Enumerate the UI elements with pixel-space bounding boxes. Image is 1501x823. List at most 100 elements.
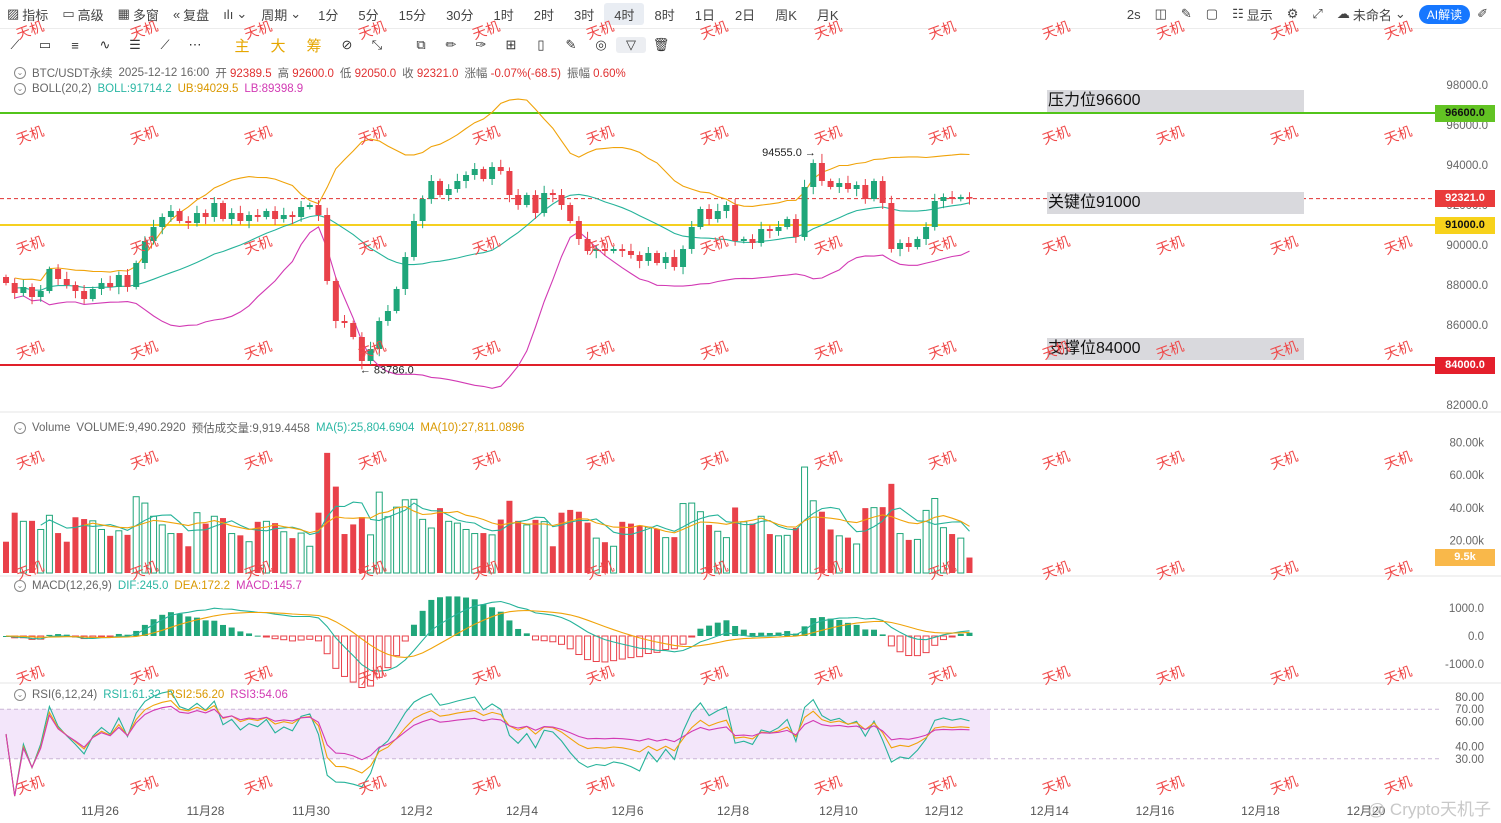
copy-icon[interactable]: ⧉	[416, 37, 426, 52]
period-tab-8[interactable]: 8时	[654, 7, 675, 23]
macd-histogram-bar	[549, 635, 557, 643]
key-level-annotation[interactable]: 关键位91000	[1047, 192, 1304, 214]
rectangle-icon[interactable]: ▭	[38, 37, 52, 52]
parallel-lines-icon[interactable]: ≡	[71, 37, 79, 53]
period-tab-11[interactable]: 周K	[775, 7, 797, 23]
collapse-icon[interactable]: ⌄	[14, 67, 26, 79]
candle-body	[844, 183, 851, 189]
candle-body	[523, 195, 530, 205]
candle-body	[20, 287, 27, 293]
macd-histogram-bar	[506, 620, 513, 636]
time-axis-tick: 11月30	[292, 804, 330, 818]
period-tab-5[interactable]: 2时	[533, 7, 555, 23]
candle-body	[46, 269, 53, 291]
advanced-button[interactable]: ▭ 高级	[62, 6, 104, 23]
candle-body	[558, 195, 565, 205]
candle-body	[871, 181, 877, 199]
trash-icon[interactable]: 🗑	[652, 37, 670, 52]
period-tab-0[interactable]: 1分	[318, 7, 339, 23]
candle-body	[940, 197, 947, 201]
ruler-icon[interactable]: ⊞	[505, 37, 517, 52]
chip-distribution-toggle[interactable]: 筹	[306, 37, 322, 55]
multi-window-button[interactable]: ▦ 多窗	[117, 6, 159, 23]
volume-bar	[679, 503, 687, 574]
period-tab-10[interactable]: 2日	[734, 7, 756, 23]
magnet-icon[interactable]: ⊘	[341, 37, 353, 52]
volume-bar	[289, 538, 296, 573]
period-tab-6[interactable]: 3时	[574, 7, 595, 23]
collapse-icon[interactable]: ⌄	[14, 689, 26, 701]
candle-body	[532, 195, 539, 213]
candle-body	[766, 229, 773, 231]
macd-histogram-bar	[185, 616, 192, 636]
macd-histogram-bar	[610, 635, 618, 662]
display-button[interactable]: ☷ 显示	[1232, 6, 1273, 23]
main-chart-toggle[interactable]: 主	[234, 37, 250, 55]
volume-bar	[601, 542, 608, 573]
macd-dea-line	[5, 609, 970, 658]
volume-bar	[297, 532, 305, 574]
macd-histogram-bar	[662, 635, 670, 651]
ray-icon[interactable]: ⟋	[160, 37, 170, 52]
eye-icon[interactable]: ◎	[595, 37, 607, 52]
candle-body	[818, 163, 825, 181]
note-icon[interactable]: ✎	[565, 37, 577, 52]
edit-icon[interactable]: ✐	[1477, 6, 1488, 21]
period-tab-1[interactable]: 5分	[358, 7, 379, 23]
layout-button[interactable]: ☁ 未命名 ⌄	[1336, 6, 1406, 23]
more-icon[interactable]: ⋯	[188, 37, 202, 52]
time-axis-tick: 12月12	[925, 804, 964, 818]
camera-icon[interactable]: ◫	[1154, 6, 1167, 21]
period-tab-9[interactable]: 1日	[694, 7, 715, 23]
brush-icon[interactable]: ✏	[445, 37, 457, 52]
trend-line-icon[interactable]: ⟋	[10, 37, 20, 52]
collapse-icon[interactable]: ⌄	[14, 580, 26, 592]
collapse-icon[interactable]: ⌄	[14, 83, 26, 95]
candle-body	[220, 203, 226, 219]
marker-icon[interactable]: ✑	[475, 37, 487, 52]
period-menu-button[interactable]: 周期 ⌄	[261, 6, 302, 23]
volume-bar	[549, 546, 556, 573]
candle-body	[350, 323, 357, 337]
period-tab-2[interactable]: 15分	[398, 7, 427, 23]
candle-body	[749, 239, 756, 243]
lock-icon[interactable]: ▯	[537, 37, 545, 52]
period-tab-7[interactable]: 4时	[604, 3, 645, 25]
support-annotation[interactable]: 支撑位84000	[1047, 338, 1304, 360]
fibonacci-icon[interactable]: ☰	[129, 37, 141, 52]
pencil-icon[interactable]: ✎	[1180, 6, 1192, 21]
period-tab-12[interactable]: 月K	[816, 7, 839, 23]
ai-analysis-button[interactable]: AI解读	[1418, 4, 1471, 24]
period-tab-3[interactable]: 30分	[446, 7, 474, 23]
low-value: 92050.0	[354, 68, 397, 80]
rsi-axis-tick: 30.00	[1455, 754, 1484, 766]
refresh-interval[interactable]: 2s	[1126, 6, 1141, 22]
candle-body	[332, 281, 339, 321]
macd-histogram-bar	[288, 635, 296, 642]
collapse-icon[interactable]: ⌄	[14, 422, 26, 434]
volume-axis-tick: 60.00k	[1449, 470, 1484, 482]
filter-icon[interactable]: ▽	[616, 37, 646, 53]
low-point-label: ← 83786.0	[360, 364, 414, 376]
big-order-toggle[interactable]: 大	[270, 37, 286, 55]
volume-bar	[306, 545, 314, 574]
boll-lower-line	[14, 226, 970, 389]
replay-button[interactable]: «复盘	[172, 6, 210, 23]
candle-body	[402, 257, 409, 289]
measure-icon[interactable]: ⤡	[371, 37, 383, 52]
boll-name: BOLL(20,2)	[32, 83, 92, 95]
settings-icon[interactable]: ⚙	[1286, 6, 1299, 21]
indicators-button[interactable]: ▨ 指标	[7, 6, 49, 23]
chart-type-button[interactable]: ılı ⌄	[216, 0, 254, 28]
macd-histogram-bar	[159, 614, 166, 636]
candle-body	[923, 227, 930, 239]
window-icon[interactable]: ▢	[1205, 6, 1219, 21]
resistance-annotation[interactable]: 压力位96600	[1047, 90, 1304, 112]
fullscreen-icon[interactable]: ⤢	[1312, 6, 1323, 21]
macd-histogram-bar	[46, 634, 53, 636]
candle-body	[775, 227, 782, 231]
boll-mid-value: BOLL:91714.2	[97, 83, 172, 95]
period-tab-4[interactable]: 1时	[493, 7, 514, 23]
wave-icon[interactable]: ∿	[99, 37, 111, 52]
